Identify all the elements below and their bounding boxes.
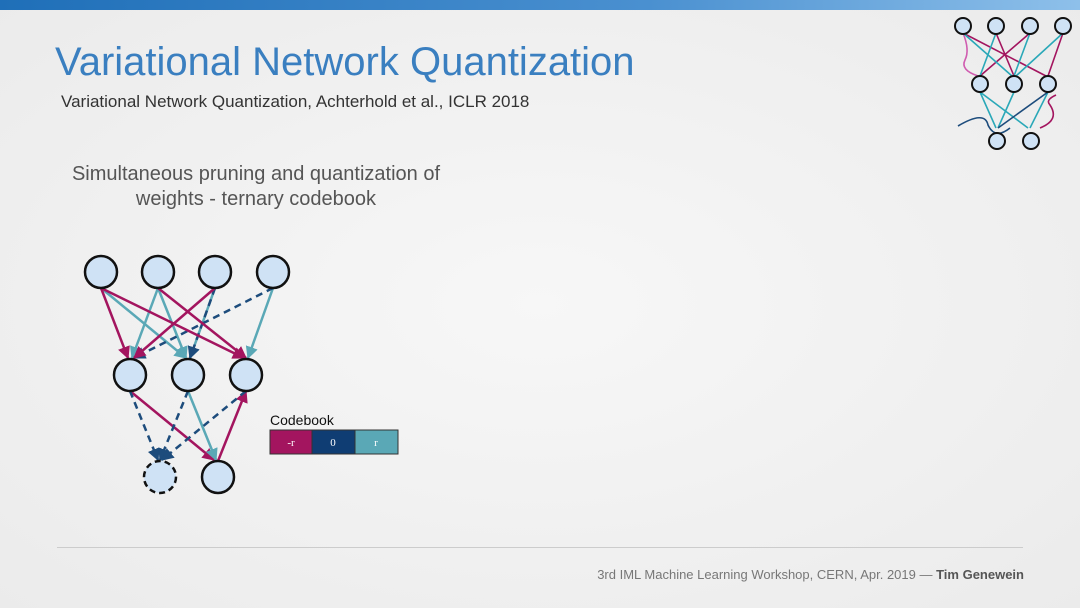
footer-author: Tim Genewein (936, 567, 1024, 582)
footer: 3rd IML Machine Learning Workshop, CERN,… (597, 567, 1024, 582)
nodes (83, 254, 291, 495)
footer-text: 3rd IML Machine Learning Workshop, CERN,… (597, 567, 937, 582)
footer-rule (57, 547, 1023, 548)
body-line: Simultaneous pruning and quantization of (71, 163, 441, 185)
body-line: weights - ternary codebook (135, 188, 377, 210)
node (255, 254, 291, 290)
subtitle: Variational Network Quantization, Achter… (61, 92, 530, 111)
body-text: Simultaneous pruning and quantization of… (40, 162, 472, 212)
edge (157, 287, 247, 359)
node (170, 357, 206, 393)
node (197, 254, 233, 290)
node (140, 254, 176, 290)
edges (99, 286, 275, 462)
codebook-cell (354, 429, 399, 455)
codebook-value: r (374, 437, 378, 449)
edge (133, 287, 216, 359)
logo (954, 17, 1072, 150)
codebook-cell (269, 429, 313, 455)
edge (100, 286, 246, 360)
edge (158, 390, 190, 462)
codebook-cell (311, 429, 356, 455)
node (200, 459, 236, 495)
edge (161, 390, 247, 461)
node (83, 254, 119, 290)
codebook-label: Codebook (270, 412, 335, 428)
edge (99, 287, 130, 360)
edge (100, 287, 187, 359)
edge (129, 390, 215, 461)
edge (216, 389, 248, 462)
codebook-value: 0 (330, 437, 336, 449)
edge (128, 390, 160, 462)
edge (186, 390, 218, 462)
title: Variational Network Quantization (55, 40, 635, 84)
pruned-node (142, 459, 178, 495)
codebook-value: -r (287, 437, 295, 449)
node (112, 357, 148, 393)
edge (245, 287, 275, 360)
node (228, 357, 264, 393)
top-bar (0, 0, 1080, 10)
